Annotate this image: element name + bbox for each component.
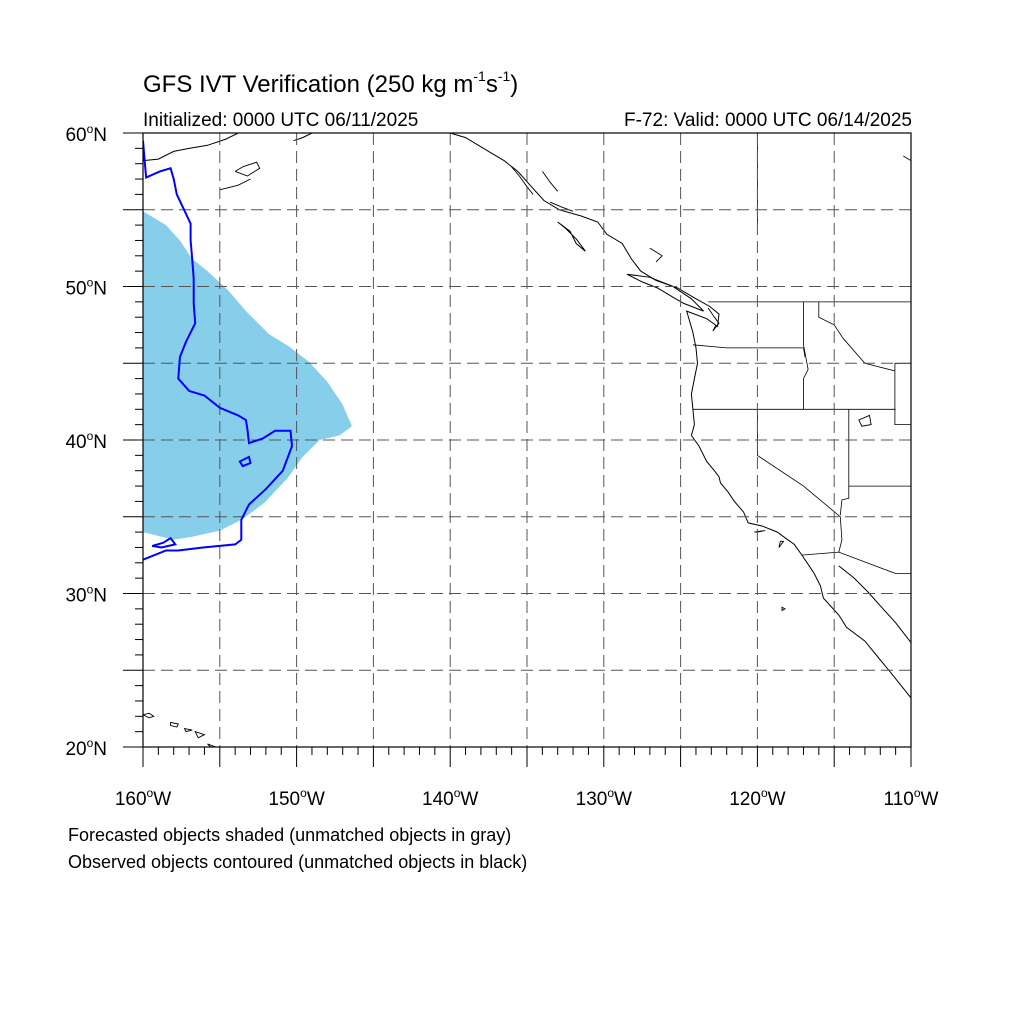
island-3 [194, 730, 206, 739]
title-exponent-2: -1 [497, 68, 511, 84]
lon-tick-label: 160oW [115, 786, 171, 810]
border-line-4 [757, 409, 843, 553]
lat-tick-label: 30oN [65, 583, 107, 607]
island-5 [778, 540, 785, 548]
lon-tick-label: 150oW [268, 786, 324, 810]
lat-tick-label: 60oN [65, 122, 107, 146]
lon-tick-label: 110oW [884, 786, 939, 810]
title-main: GFS IVT Verification (250 kg m [143, 71, 474, 98]
coast-detail-0 [234, 161, 261, 177]
island-1 [170, 721, 179, 728]
lon-tick-label: 120oW [729, 786, 785, 810]
coast-detail-1 [219, 178, 251, 191]
border-line-9 [818, 301, 895, 372]
border-line-8 [894, 363, 911, 426]
observed-note: Observed objects contoured (unmatched ob… [68, 852, 528, 872]
lon-tick-label: 130oW [576, 786, 632, 810]
island-4 [207, 743, 218, 747]
island-0 [143, 712, 155, 719]
coastline-0 [143, 133, 239, 162]
coastline-3 [838, 565, 911, 643]
island-7 [781, 606, 786, 612]
observed-ivt-contour-small [151, 536, 178, 549]
map-title: GFS IVT Verification (250 kg m-1s-1) [143, 68, 519, 99]
title-exponent-1: -1 [473, 68, 486, 84]
island-2 [183, 727, 193, 733]
coastline-2 [450, 133, 911, 699]
border-line-11 [903, 155, 911, 161]
forecast-ivt-object [143, 211, 352, 540]
observed-ivt-contour-small [238, 455, 252, 468]
title-end: ) [510, 71, 519, 98]
lat-tick-label: 40oN [65, 429, 107, 453]
border-line-1 [692, 344, 806, 358]
coastline-4 [626, 273, 704, 312]
forecast-note: Forecasted objects shaded (unmatched obj… [68, 825, 512, 845]
valid-time: F-72: Valid: 0000 UTC 06/14/2025 [624, 110, 912, 131]
lat-tick-label: 20oN [65, 736, 107, 760]
coast-detail-6 [707, 307, 720, 332]
coast-detail-3 [542, 171, 559, 192]
observed-ivt-contour [143, 140, 294, 561]
island-8 [858, 414, 872, 427]
border-line-6 [839, 409, 850, 516]
coast-detail-2 [511, 166, 534, 195]
coast-detail-5 [649, 247, 663, 263]
lon-tick-label: 140oW [422, 786, 478, 810]
border-line-5 [801, 551, 911, 574]
initialized-time: Initialized: 0000 UTC 06/11/2025 [143, 110, 419, 131]
border-line-2 [803, 301, 809, 410]
title-mid: s [485, 71, 498, 98]
island-6 [754, 530, 766, 533]
lat-tick-label: 50oN [65, 276, 107, 300]
coastline-5 [557, 221, 586, 252]
